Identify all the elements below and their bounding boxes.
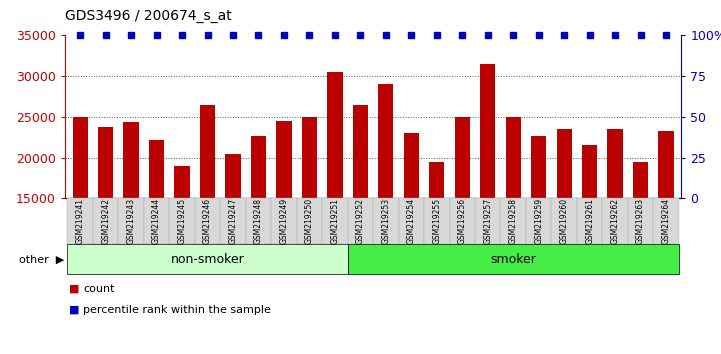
Bar: [327, 72, 342, 198]
Bar: [123, 122, 138, 198]
Text: GDS3496 / 200674_s_at: GDS3496 / 200674_s_at: [65, 9, 231, 23]
Text: GSM219247: GSM219247: [229, 198, 237, 244]
Text: GSM219251: GSM219251: [330, 198, 340, 244]
Text: GSM219260: GSM219260: [559, 198, 569, 244]
Bar: [379, 84, 394, 198]
Bar: [226, 154, 241, 198]
Bar: [353, 104, 368, 198]
Text: GSM219245: GSM219245: [177, 198, 187, 244]
Bar: [633, 161, 648, 198]
Text: GSM219253: GSM219253: [381, 198, 390, 244]
Text: percentile rank within the sample: percentile rank within the sample: [83, 305, 271, 315]
Text: GSM219242: GSM219242: [101, 198, 110, 244]
Text: GSM219246: GSM219246: [203, 198, 212, 244]
Bar: [608, 129, 623, 198]
Bar: [98, 127, 113, 198]
Bar: [302, 117, 317, 198]
Bar: [73, 117, 88, 198]
Bar: [200, 104, 215, 198]
Bar: [149, 139, 164, 198]
Bar: [276, 121, 291, 198]
Text: GSM219256: GSM219256: [458, 198, 466, 244]
Bar: [505, 117, 521, 198]
Text: GSM219254: GSM219254: [407, 198, 416, 244]
Bar: [658, 131, 673, 198]
Text: non-smoker: non-smoker: [171, 253, 244, 266]
Bar: [557, 129, 572, 198]
Bar: [404, 133, 419, 198]
Text: GSM219262: GSM219262: [611, 198, 619, 244]
Text: GSM219243: GSM219243: [127, 198, 136, 244]
Text: GSM219244: GSM219244: [152, 198, 161, 244]
Text: GSM219249: GSM219249: [280, 198, 288, 244]
Text: GSM219263: GSM219263: [636, 198, 645, 244]
Bar: [480, 64, 495, 198]
Text: count: count: [83, 284, 115, 293]
Text: ■: ■: [68, 305, 79, 315]
Text: GSM219255: GSM219255: [433, 198, 441, 244]
Text: GSM219259: GSM219259: [534, 198, 543, 244]
Text: smoker: smoker: [490, 253, 536, 266]
Bar: [531, 136, 547, 198]
Bar: [582, 145, 597, 198]
Bar: [251, 136, 266, 198]
Text: GSM219252: GSM219252: [356, 198, 365, 244]
Text: GSM219248: GSM219248: [254, 198, 263, 244]
Text: GSM219258: GSM219258: [509, 198, 518, 244]
Bar: [429, 161, 444, 198]
Text: GSM219257: GSM219257: [483, 198, 492, 244]
Text: GSM219261: GSM219261: [585, 198, 594, 244]
Text: GSM219250: GSM219250: [305, 198, 314, 244]
Text: GSM219241: GSM219241: [76, 198, 84, 244]
Text: ■: ■: [68, 284, 79, 293]
Bar: [174, 166, 190, 198]
Text: GSM219264: GSM219264: [662, 198, 671, 244]
Bar: [455, 117, 470, 198]
Text: other  ▶: other ▶: [19, 254, 64, 264]
